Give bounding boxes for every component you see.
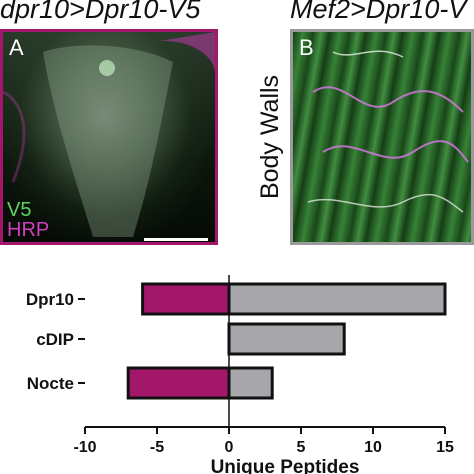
- category-labels: Dpr10 cDIP Nocte: [26, 290, 85, 393]
- x-tick-label: -5: [150, 439, 164, 456]
- panel-b-title: Mef2>Dpr10-V: [290, 0, 467, 24]
- category-label-dpr10: Dpr10: [26, 290, 74, 309]
- bar-nocte-negative: [126, 366, 231, 400]
- x-axis-title: Unique Peptides: [211, 457, 360, 474]
- x-ticks: -10 -5 0 5 10 15: [73, 427, 454, 456]
- bar-nocte-positive: [227, 366, 274, 400]
- peptide-bar-chart: -10 -5 0 5 10 15 Dpr10 cDIP Nocte Unique Peptid…: [26, 275, 454, 474]
- panel-b-letter: B: [299, 35, 314, 60]
- bar-cdip-positive: [227, 322, 346, 356]
- x-tick-label: 5: [297, 439, 306, 456]
- legend-v5: V5: [7, 199, 32, 221]
- panel-a-letter: A: [9, 35, 24, 60]
- panel-b-texture: [307, 50, 469, 213]
- bars-group: [126, 282, 447, 400]
- legend-hrp: HRP: [7, 219, 50, 241]
- x-tick-label: 15: [436, 439, 454, 456]
- panel-a-texture: [3, 32, 215, 237]
- panel-a-title: dpr10>Dpr10-V5: [0, 0, 201, 24]
- bar-dpr10-negative: [141, 282, 231, 316]
- category-label-nocte: Nocte: [27, 374, 74, 393]
- panel-a-image: A V5 HRP: [0, 29, 218, 245]
- x-tick-label: 10: [364, 439, 382, 456]
- category-label-cdip: cDIP: [36, 330, 74, 349]
- body-walls-label: Body Walls: [256, 74, 284, 200]
- x-tick-label: 0: [225, 439, 234, 456]
- x-tick-label: -10: [73, 439, 96, 456]
- panel-b-image: B: [290, 29, 474, 245]
- bar-dpr10-positive: [227, 282, 447, 316]
- scale-bar: [144, 238, 208, 241]
